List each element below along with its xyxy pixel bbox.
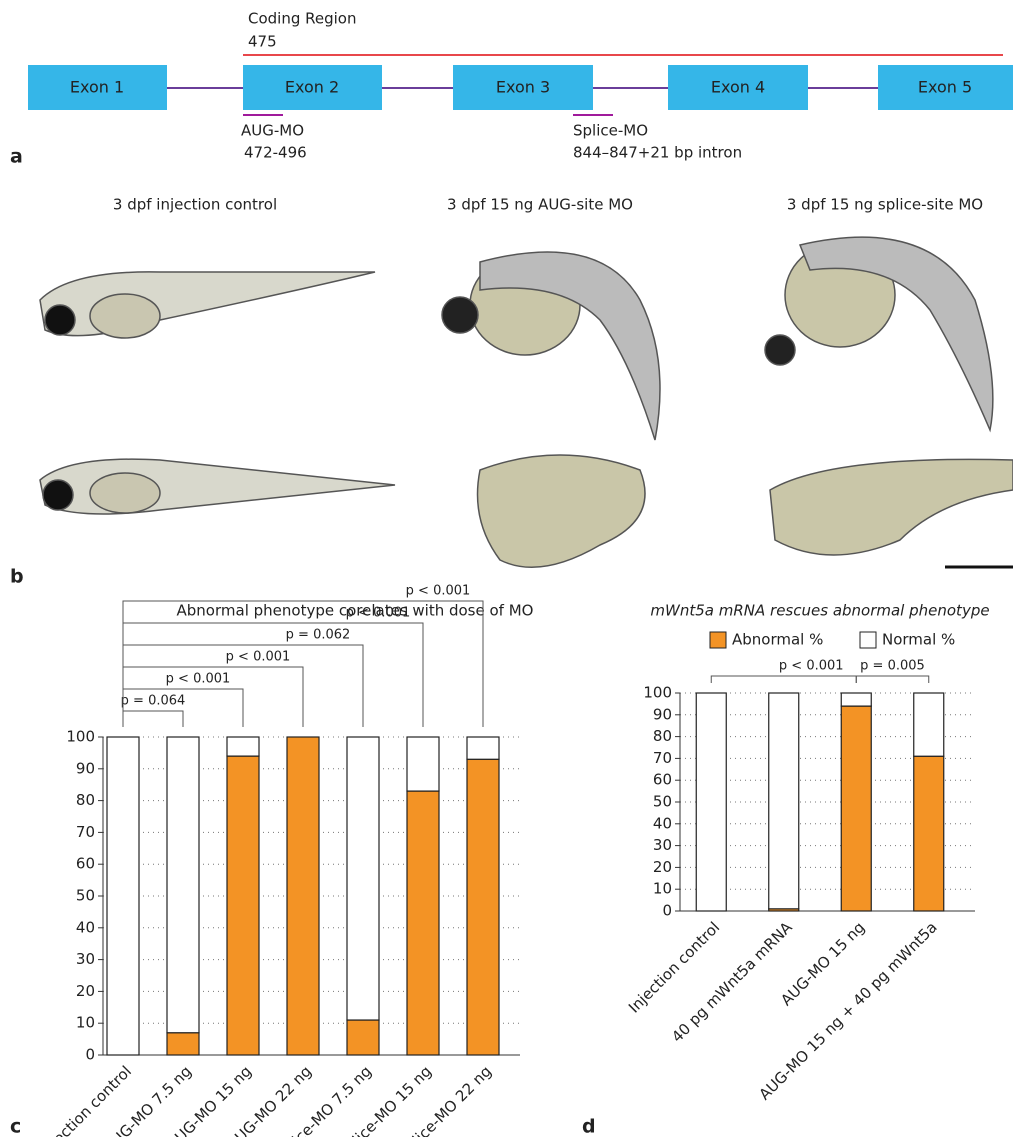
bar-segment bbox=[467, 737, 499, 759]
exon-label: Exon 2 bbox=[285, 78, 339, 97]
bar-segment bbox=[347, 1020, 379, 1055]
embryo bbox=[40, 272, 375, 336]
y-tick-label: 100 bbox=[643, 684, 672, 702]
y-tick-label: 40 bbox=[653, 814, 672, 832]
y-tick-label: 70 bbox=[76, 823, 95, 841]
panel-label: d bbox=[582, 1116, 596, 1137]
coding-region-label: Coding Region bbox=[248, 10, 357, 28]
y-tick-label: 80 bbox=[653, 727, 672, 745]
y-tick-label: 0 bbox=[662, 902, 672, 920]
yolk bbox=[90, 294, 160, 338]
p-value: p = 0.064 bbox=[121, 694, 186, 709]
image-caption: 3 dpf 15 ng AUG-site MO bbox=[447, 196, 633, 214]
coding-length: 475 bbox=[248, 33, 277, 51]
eye bbox=[442, 297, 478, 333]
p-value: p < 0.001 bbox=[406, 584, 471, 599]
legend-label: Abnormal % bbox=[732, 631, 823, 649]
bar-segment bbox=[914, 756, 944, 911]
bar-segment bbox=[467, 759, 499, 1055]
significance-bracket bbox=[711, 676, 856, 683]
p-value: p < 0.001 bbox=[226, 650, 291, 665]
bar-segment bbox=[287, 737, 319, 1055]
image-caption: 3 dpf 15 ng splice-site MO bbox=[787, 196, 983, 214]
p-value: p < 0.001 bbox=[166, 672, 231, 687]
image-caption: 3 dpf injection control bbox=[113, 196, 277, 214]
y-tick-label: 10 bbox=[653, 880, 672, 898]
y-tick-label: 30 bbox=[76, 950, 95, 968]
x-tick-label: 40 pg mWnt5a mRNA bbox=[668, 918, 796, 1046]
y-tick-label: 0 bbox=[85, 1046, 95, 1064]
significance-bracket bbox=[856, 676, 929, 683]
bar-segment bbox=[407, 791, 439, 1055]
y-tick-label: 60 bbox=[76, 855, 95, 873]
panel-label: a bbox=[10, 146, 23, 168]
y-tick-label: 40 bbox=[76, 918, 95, 936]
exon-label: Exon 5 bbox=[918, 78, 972, 97]
exon-label: Exon 3 bbox=[496, 78, 550, 97]
bar-segment bbox=[167, 737, 199, 1033]
y-tick-label: 20 bbox=[653, 858, 672, 876]
bar-segment bbox=[227, 737, 259, 756]
embryo bbox=[478, 455, 646, 567]
bar-segment bbox=[347, 737, 379, 1020]
p-value: p = 0.005 bbox=[860, 659, 925, 674]
bar-segment bbox=[841, 706, 871, 911]
bar-segment bbox=[914, 693, 944, 756]
bar-segment bbox=[769, 693, 799, 909]
eye bbox=[765, 335, 795, 365]
y-tick-label: 60 bbox=[653, 771, 672, 789]
mo-range: 472-496 bbox=[244, 144, 307, 162]
p-value: p < 0.001 bbox=[779, 659, 844, 674]
mo-range: 844–847+21 bp intron bbox=[573, 144, 742, 162]
p-value: p = 0.062 bbox=[286, 628, 351, 643]
eye bbox=[43, 480, 73, 510]
figure: Exon 1 Exon 2 Exon 3 Exon 4 Exon 5 Codin… bbox=[0, 0, 1013, 1137]
legend-swatch bbox=[710, 632, 726, 648]
y-tick-label: 50 bbox=[653, 793, 672, 811]
legend-swatch bbox=[860, 632, 876, 648]
eye bbox=[45, 305, 75, 335]
bar-segment bbox=[167, 1033, 199, 1055]
y-tick-label: 90 bbox=[653, 705, 672, 723]
bar-segment bbox=[227, 756, 259, 1055]
bar-segment bbox=[841, 693, 871, 706]
mo-label: AUG-MO bbox=[241, 122, 304, 140]
embryo bbox=[770, 459, 1013, 555]
y-tick-label: 50 bbox=[76, 887, 95, 905]
embryo-images bbox=[40, 237, 1013, 567]
y-tick-label: 100 bbox=[66, 728, 95, 746]
yolk bbox=[90, 473, 160, 513]
panel-label: b bbox=[10, 566, 24, 588]
y-tick-label: 10 bbox=[76, 1014, 95, 1032]
y-tick-label: 20 bbox=[76, 982, 95, 1000]
bar-segment bbox=[407, 737, 439, 791]
chart-title: mWnt5a mRNA rescues abnormal phenotype bbox=[650, 602, 989, 620]
y-tick-label: 30 bbox=[653, 836, 672, 854]
exon-label: Exon 1 bbox=[70, 78, 124, 97]
bar-segment bbox=[696, 693, 726, 911]
bar-segment bbox=[107, 737, 139, 1055]
significance-bracket bbox=[123, 711, 183, 727]
y-tick-label: 90 bbox=[76, 759, 95, 777]
mo-label: Splice-MO bbox=[573, 122, 648, 140]
panel-label: c bbox=[10, 1116, 21, 1137]
y-tick-label: 80 bbox=[76, 791, 95, 809]
p-value: p < 0.001 bbox=[346, 606, 411, 621]
legend-label: Normal % bbox=[882, 631, 955, 649]
exon-label: Exon 4 bbox=[711, 78, 765, 97]
y-tick-label: 70 bbox=[653, 749, 672, 767]
